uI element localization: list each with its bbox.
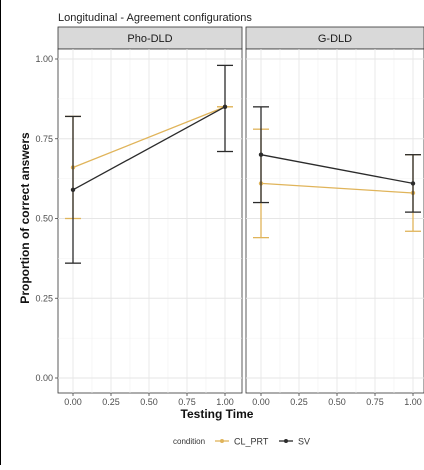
y-tick-label: 0.75 [35,134,53,144]
x-tick-label: 0.75 [366,397,384,407]
panels-group: Pho-DLD 0.00 0.25 0.50 0.75 1.00 G-DLD 0.00 0.25… [57,26,424,407]
x-tick-label: 0.25 [102,397,120,407]
legend-key-point [284,439,288,443]
y-tick-label: 0.50 [35,214,53,224]
y-ticks-group: 0.00 0.25 0.50 0.75 1.00 [35,54,58,383]
y-axis-label: Proportion of correct answers [18,132,32,304]
x-tick-label: 1.00 [216,397,234,407]
data-point [70,187,76,192]
y-tick-label: 0.00 [35,373,53,383]
x-tick-label: 0.75 [178,397,196,407]
legend: condition CL_PRT SV [173,437,310,447]
series-sv [253,106,421,213]
data-point [258,152,264,157]
panel-strip-label: G-DLD [318,33,352,45]
series-line [72,106,226,169]
series-line [72,106,226,191]
data-point [410,181,416,186]
x-tick-label: 0.00 [252,397,270,407]
legend-label: CL_PRT [234,437,269,447]
legend-title: condition [173,437,205,446]
legend-label: SV [298,437,310,447]
x-axis-label: Testing Time [181,407,254,421]
y-tick-label: 1.00 [35,54,53,64]
x-tick-label: 1.00 [404,397,422,407]
x-tick-label: 0.25 [290,397,308,407]
x-tick-label: 0.00 [64,397,82,407]
series-line [260,154,414,185]
panel-background [57,48,243,394]
legend-key-point [220,439,224,443]
chart-title: Longitudinal - Agreement configurations [58,12,252,24]
panel-1: G-DLD 0.00 0.25 0.50 0.75 1.00 [245,26,424,407]
y-tick-label: 0.25 [35,293,53,303]
data-point [222,104,228,110]
panel-background [245,48,424,394]
panel-strip-label: Pho-DLD [127,33,172,45]
x-tick-label: 0.50 [328,397,346,407]
series-sv [65,64,233,264]
x-tick-label: 0.50 [140,397,158,407]
panel-0: Pho-DLD 0.00 0.25 0.50 0.75 1.00 [57,26,243,407]
series-line [260,182,414,194]
